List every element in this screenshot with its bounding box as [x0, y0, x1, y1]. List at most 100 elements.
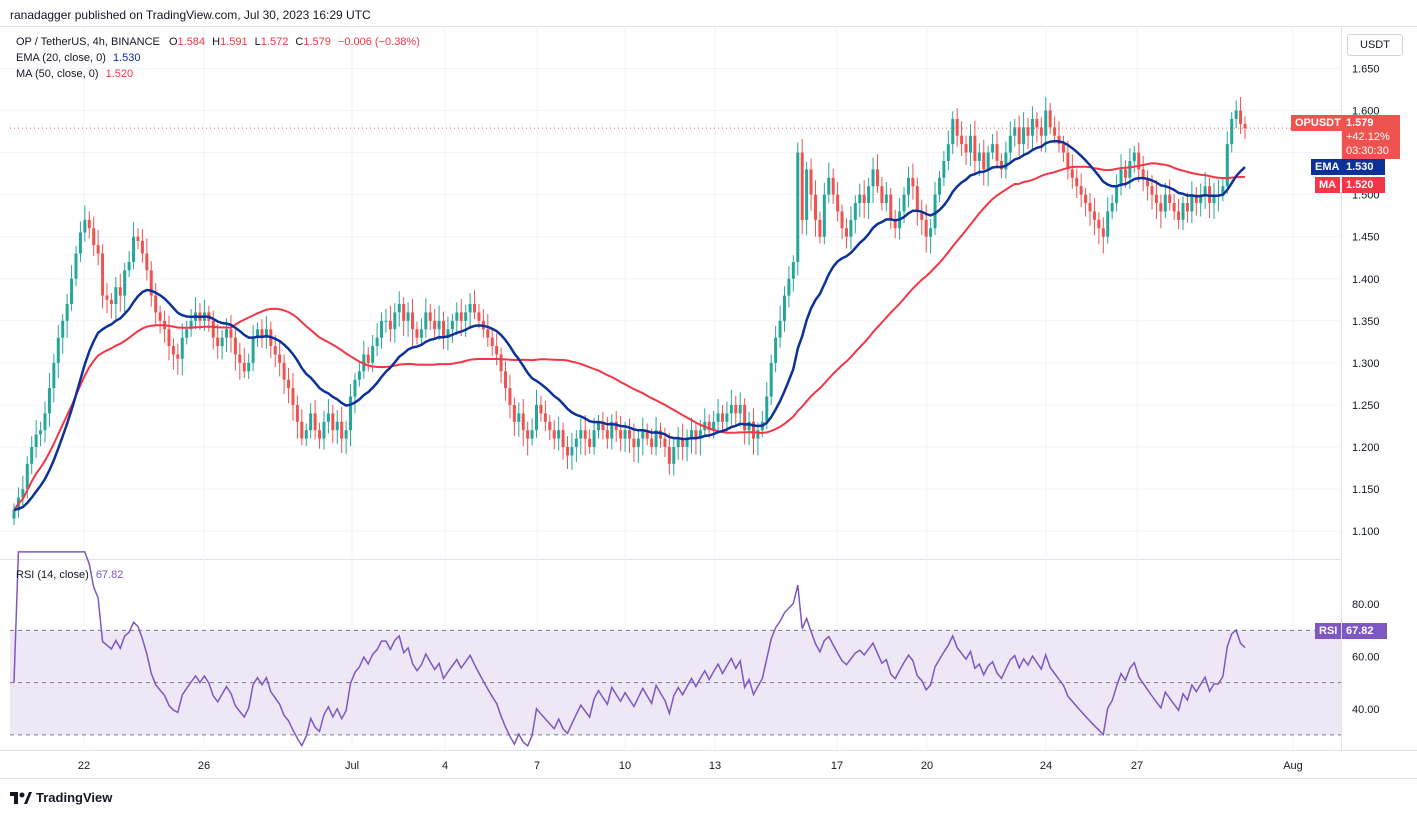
footer-border	[0, 778, 1417, 779]
rsi-band	[10, 629, 1341, 736]
candles[interactable]	[12, 97, 1247, 526]
candle-body	[1101, 228, 1105, 237]
candle-body	[1079, 186, 1083, 195]
candle-body	[716, 413, 720, 422]
candle-body	[1053, 127, 1057, 136]
candle-body	[583, 430, 587, 439]
currency-button[interactable]: USDT	[1347, 34, 1403, 56]
candle-body	[1194, 194, 1198, 204]
candle-body	[1097, 219, 1101, 229]
price-tag-price: 1.579	[1346, 117, 1374, 129]
candle-body	[433, 320, 437, 330]
time-tick-label: 17	[831, 760, 843, 772]
time-tick-label: 27	[1131, 760, 1143, 772]
candle-body	[1119, 169, 1123, 187]
candle-body	[619, 430, 623, 439]
candle-body	[654, 430, 658, 448]
price-tick-label: 1.650	[1352, 63, 1380, 75]
ema-value-tag: 1.530	[1342, 159, 1385, 175]
candle-body	[667, 447, 671, 464]
ma-value-tag: 1.520	[1342, 177, 1385, 193]
legend-rsi-label: RSI (14, close)	[16, 569, 89, 581]
candle-body	[512, 404, 516, 422]
candle-body	[264, 329, 268, 338]
candle-body	[127, 261, 131, 271]
candle-body	[87, 219, 91, 229]
candle-body	[375, 337, 379, 347]
symbol-tag: OPUSDT	[1291, 115, 1345, 131]
candle-body	[893, 219, 897, 229]
legend-ema: EMA (20, close, 0) 1.530	[16, 52, 140, 64]
candle-body	[548, 421, 552, 431]
candle-body	[371, 346, 375, 363]
candle-body	[827, 177, 831, 195]
candle-body	[813, 194, 817, 220]
candle-body	[597, 421, 601, 431]
candle-body	[468, 304, 472, 313]
candle-body	[322, 421, 326, 439]
candle-body	[349, 396, 353, 431]
candle-body	[477, 312, 481, 321]
candle-body	[1137, 152, 1141, 170]
candle-body	[650, 438, 654, 448]
candle-body	[340, 421, 344, 439]
candle-body	[960, 135, 964, 145]
candle-body	[109, 299, 113, 304]
candle-body	[176, 354, 180, 359]
candle-body	[968, 135, 972, 153]
candle-body	[1004, 152, 1008, 170]
rsi-tick-label: 60.00	[1352, 652, 1380, 664]
candle-body	[641, 430, 645, 439]
candle-body	[43, 413, 47, 431]
candle-body	[1243, 123, 1247, 129]
candle-body	[955, 118, 959, 136]
legend-ma-label: MA (50, close, 0)	[16, 68, 99, 80]
candle-body	[450, 320, 454, 330]
candle-body	[689, 430, 693, 439]
legend-close: 1.579	[303, 36, 331, 48]
candle-body	[853, 203, 857, 220]
candle-body	[902, 194, 906, 212]
candle-body	[238, 354, 242, 363]
candle-body	[380, 320, 384, 338]
candle-body	[318, 430, 322, 439]
candle-body	[880, 186, 884, 204]
candle-body	[831, 177, 835, 195]
candle-body	[707, 421, 711, 431]
legend-ema-label: EMA (20, close, 0)	[16, 52, 106, 64]
candle-body	[889, 194, 893, 220]
candle-body	[384, 320, 388, 322]
legend-rsi: RSI (14, close) 67.82	[16, 569, 123, 581]
candle-body	[566, 447, 570, 456]
price-tick-label: 1.450	[1352, 232, 1380, 244]
candle-body	[25, 463, 29, 490]
candle-body	[782, 295, 786, 321]
candle-body	[694, 430, 698, 439]
candle-body	[986, 152, 990, 170]
candle-body	[21, 489, 25, 498]
candle-body	[1106, 211, 1110, 237]
tradingview-logo[interactable]: TradingView	[10, 790, 112, 805]
candle-body	[437, 320, 441, 330]
candle-body	[473, 304, 477, 313]
candle-body	[1115, 186, 1119, 204]
candle-body	[1048, 110, 1052, 128]
candle-body	[189, 320, 193, 330]
candle-body	[1017, 127, 1021, 145]
candle-body	[180, 337, 184, 359]
candle-body	[605, 430, 609, 439]
time-tick-label: Jul	[345, 760, 359, 772]
candle-body	[47, 388, 51, 414]
candle-body	[233, 337, 237, 355]
candle-body	[140, 240, 144, 254]
candle-body	[229, 329, 233, 338]
candle-body	[1212, 194, 1216, 204]
candle-body	[809, 169, 813, 195]
candle-body	[247, 362, 251, 372]
candle-body	[185, 329, 189, 338]
candle-body	[1026, 127, 1030, 136]
time-tick-label: 10	[619, 760, 631, 772]
rsi-value-tag: 67.82	[1342, 623, 1387, 639]
candle-body	[132, 236, 136, 262]
